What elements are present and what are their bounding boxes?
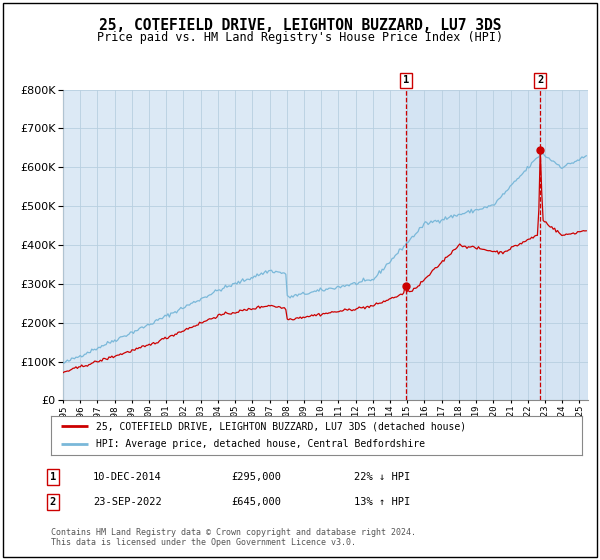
- Text: 25, COTEFIELD DRIVE, LEIGHTON BUZZARD, LU7 3DS (detached house): 25, COTEFIELD DRIVE, LEIGHTON BUZZARD, L…: [96, 421, 466, 431]
- Text: Price paid vs. HM Land Registry's House Price Index (HPI): Price paid vs. HM Land Registry's House …: [97, 31, 503, 44]
- Text: 1: 1: [403, 76, 409, 86]
- Text: £645,000: £645,000: [231, 497, 281, 507]
- Text: £295,000: £295,000: [231, 472, 281, 482]
- Text: 10-DEC-2014: 10-DEC-2014: [93, 472, 162, 482]
- Text: Contains HM Land Registry data © Crown copyright and database right 2024.
This d: Contains HM Land Registry data © Crown c…: [51, 528, 416, 547]
- Text: 22% ↓ HPI: 22% ↓ HPI: [354, 472, 410, 482]
- Text: 2: 2: [50, 497, 56, 507]
- Text: 23-SEP-2022: 23-SEP-2022: [93, 497, 162, 507]
- Bar: [406, 90, 540, 400]
- Text: 1: 1: [50, 472, 56, 482]
- Text: 2: 2: [537, 76, 544, 86]
- Text: HPI: Average price, detached house, Central Bedfordshire: HPI: Average price, detached house, Cent…: [96, 439, 425, 449]
- Text: 13% ↑ HPI: 13% ↑ HPI: [354, 497, 410, 507]
- Bar: [540, 90, 588, 400]
- Text: 25, COTEFIELD DRIVE, LEIGHTON BUZZARD, LU7 3DS: 25, COTEFIELD DRIVE, LEIGHTON BUZZARD, L…: [99, 18, 501, 33]
